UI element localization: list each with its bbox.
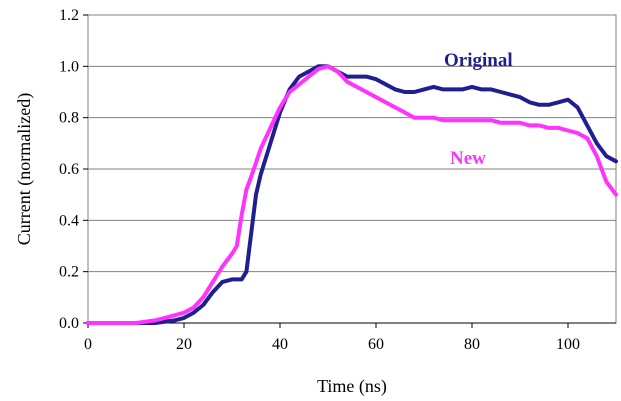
y-axis-title: Current (normalized) [14, 93, 35, 245]
x-tick-label: 0 [84, 336, 92, 353]
x-tick-label: 60 [368, 336, 384, 353]
y-tick-label: 0.0 [59, 315, 79, 332]
y-tick-label: 0.8 [59, 110, 79, 127]
x-tick-label: 100 [556, 336, 580, 353]
gridlines [88, 14, 616, 273]
y-axis-ticks: 0.0 0.2 0.4 0.6 0.8 1.0 1.2 [59, 7, 88, 332]
y-tick-label: 1.0 [59, 58, 79, 75]
series-lines [86, 64, 618, 325]
series-label-original: Original [444, 50, 513, 71]
y-tick-label: 0.4 [59, 212, 79, 229]
x-axis-ticks: 0 20 40 60 80 100 [84, 322, 616, 353]
y-tick-label: 0.6 [59, 161, 79, 178]
series-label-new: New [450, 148, 486, 169]
series-line-original [86, 64, 618, 325]
x-tick-label: 40 [272, 336, 288, 353]
y-tick-label: 0.2 [59, 264, 79, 281]
series-labels: Original New [444, 50, 513, 169]
x-tick-label: 20 [176, 336, 192, 353]
series-line-new [86, 64, 618, 325]
x-axis-title: Time (ns) [317, 376, 387, 397]
x-tick-label: 80 [464, 336, 480, 353]
y-tick-label: 1.2 [59, 7, 79, 24]
